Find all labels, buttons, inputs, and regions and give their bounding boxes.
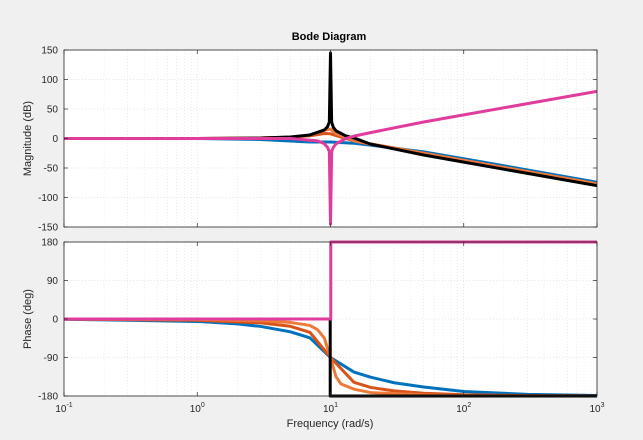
magnitude-grid (63, 49, 597, 228)
magnitude-series-5 (64, 89, 597, 226)
phase-ylabel: Phase (deg) (22, 289, 34, 349)
y-tick-label: 0 (52, 315, 58, 326)
y-tick-label: -50 (44, 164, 59, 175)
phase-panel: -180 -90 0 90 180 Phase (deg) (22, 238, 598, 403)
x-tick-label: 100 (190, 402, 205, 415)
magnitude-series (64, 51, 597, 226)
phase-yticks: -180 -90 0 90 180 (38, 238, 598, 403)
y-tick-label: 90 (47, 276, 59, 287)
x-ticks: 10-1 100 101 102 103 (55, 402, 604, 415)
y-tick-label: 100 (41, 75, 58, 86)
y-tick-label: -180 (38, 392, 58, 403)
x-tick-label: 102 (456, 402, 471, 415)
chart-title: Bode Diagram (292, 31, 367, 43)
y-tick-label: -100 (38, 193, 58, 204)
y-tick-label: 0 (52, 134, 58, 145)
y-tick-label: 180 (41, 238, 58, 249)
y-tick-label: 50 (47, 105, 59, 116)
y-tick-label: -150 (38, 223, 58, 234)
magnitude-ylabel: Magnitude (dB) (22, 101, 34, 176)
x-tick-label: 103 (589, 402, 604, 415)
y-tick-label: 150 (41, 46, 58, 57)
x-axis-label: Frequency (rad/s) (287, 418, 374, 430)
x-tick-label: 101 (323, 402, 338, 415)
magnitude-panel: -150 -100 -50 0 50 100 150 Magnitude (dB) (22, 46, 598, 234)
phase-series-1 (64, 317, 597, 398)
magnitude-yticks: -150 -100 -50 0 50 100 150 (38, 46, 598, 234)
y-tick-label: -90 (44, 353, 59, 364)
x-tick-label: 10-1 (55, 402, 72, 415)
